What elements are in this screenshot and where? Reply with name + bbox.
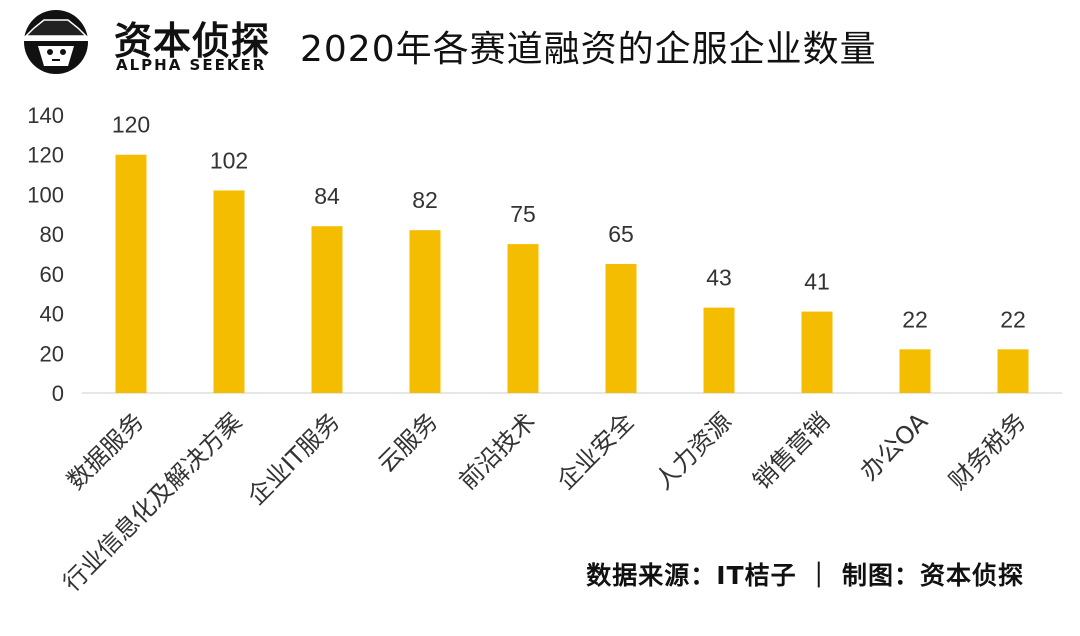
chart-title: 2020年各赛道融资的企服企业数量	[300, 29, 877, 70]
data-label: 22	[1000, 306, 1026, 332]
data-label: 65	[608, 221, 634, 247]
x-tick-label: 行业信息化及解决方案	[58, 407, 248, 597]
brand-subtitle: ALPHA SEEKER	[116, 56, 267, 74]
data-label: 43	[706, 265, 732, 291]
x-tick-label: 企业IT服务	[242, 407, 345, 510]
y-tick-label: 120	[27, 143, 64, 168]
detective-icon	[24, 10, 88, 74]
bar	[409, 230, 441, 393]
bar	[605, 263, 637, 393]
data-label: 22	[902, 306, 928, 332]
y-tick-label: 80	[40, 222, 64, 247]
x-tick-label: 财务税务	[944, 407, 1032, 495]
data-label: 84	[314, 183, 340, 209]
bar	[213, 190, 245, 393]
bar	[801, 311, 833, 393]
bar	[311, 226, 343, 393]
data-label: 41	[804, 269, 830, 295]
y-tick-label: 40	[40, 302, 64, 327]
data-label: 102	[210, 147, 248, 173]
x-tick-label: 前沿技术	[454, 407, 542, 495]
y-tick-label: 100	[27, 182, 64, 207]
data-label: 120	[112, 112, 150, 138]
bar	[899, 349, 931, 393]
source-note: 数据来源：IT桔子 ｜ 制图：资本侦探	[586, 561, 1024, 590]
bar	[997, 349, 1029, 393]
brand-logo: 资本侦探 ALPHA SEEKER	[8, 6, 278, 76]
y-tick-label: 20	[40, 341, 64, 366]
x-tick-label: 企业安全	[552, 407, 640, 495]
y-tick-label: 60	[40, 262, 64, 287]
data-label: 75	[510, 201, 536, 227]
x-tick-label: 销售营销	[748, 407, 836, 495]
bar	[703, 307, 735, 393]
data-label: 82	[412, 187, 438, 213]
bar	[115, 154, 147, 393]
y-tick-label: 0	[52, 381, 64, 406]
x-tick-label: 数据服务	[62, 407, 150, 495]
x-tick-label: 云服务	[373, 407, 444, 478]
brand-name: 资本侦探	[114, 19, 271, 63]
bar	[507, 244, 539, 393]
x-tick-label: 人力资源	[650, 407, 738, 495]
y-tick-label: 140	[27, 103, 64, 128]
x-tick-label: 办公OA	[855, 407, 934, 486]
